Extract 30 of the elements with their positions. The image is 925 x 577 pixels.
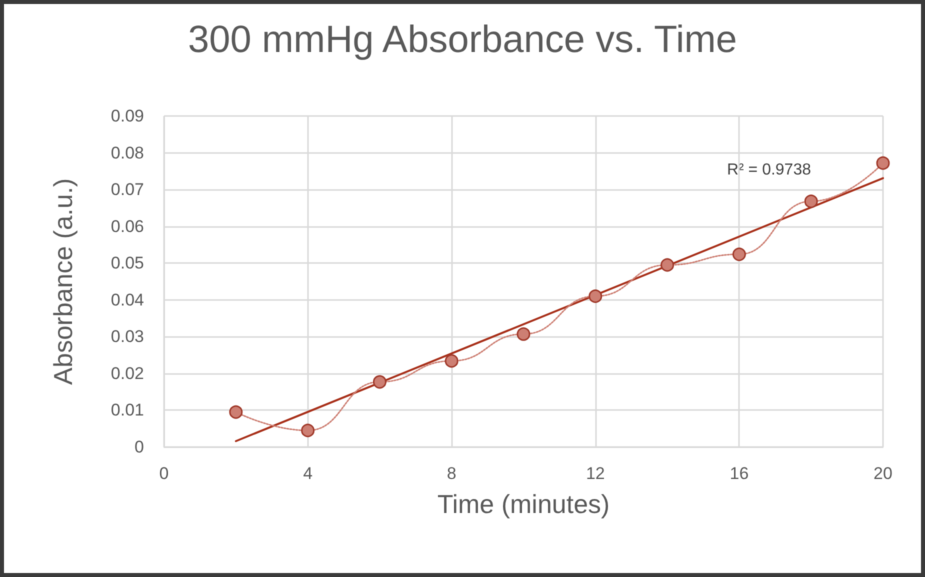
point [301, 424, 315, 438]
y-tick-label: 0.04 [110, 290, 144, 310]
point [804, 194, 818, 208]
y-tick-label: 0.07 [110, 180, 144, 200]
y-tick-label: 0.06 [110, 216, 144, 236]
point [516, 327, 530, 341]
point [876, 156, 890, 170]
point [444, 354, 458, 368]
x-tick-label: 16 [730, 464, 749, 483]
point [372, 375, 386, 389]
y-tick-label: 0.08 [110, 143, 144, 162]
x-axis-title: Time (minutes) [437, 489, 610, 519]
point [588, 289, 602, 303]
y-axis-title: Absorbance (a.u.) [48, 178, 78, 385]
y-tick-label: 0.02 [110, 364, 144, 383]
x-tick-label: 4 [303, 464, 313, 483]
y-tick-label: 0.01 [110, 400, 144, 420]
x-tick-label: 12 [586, 464, 605, 483]
x-tick-label: 20 [874, 464, 892, 483]
x-tick-label: 8 [446, 464, 456, 483]
y-tick-label: 0 [134, 438, 144, 456]
x-tick-label: 0 [159, 464, 169, 483]
y-tick-label: 0.09 [110, 106, 144, 126]
point [660, 258, 674, 272]
annotation: R² = 0.9738 [726, 162, 812, 178]
y-tick-label: 0.05 [110, 254, 144, 273]
y-tick-label: 0.03 [110, 327, 144, 346]
chart-title: 300 mmHg Absorbance vs. Time [188, 19, 738, 61]
point [229, 405, 243, 419]
point [732, 248, 746, 262]
